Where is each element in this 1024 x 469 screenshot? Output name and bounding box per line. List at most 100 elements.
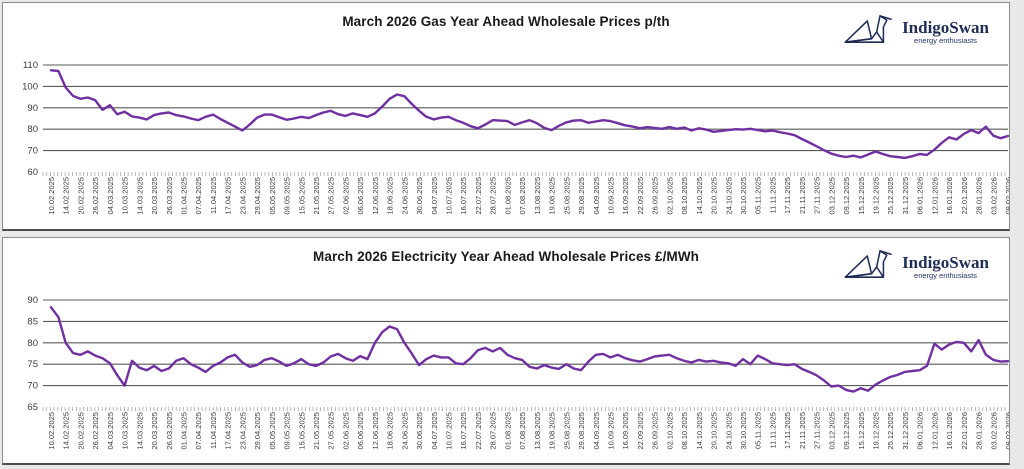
svg-text:02.10.2025: 02.10.2025 <box>665 412 674 450</box>
logo-text-block: IndigoSwan energy enthusiasts <box>902 253 989 281</box>
svg-text:20.10.2025: 20.10.2025 <box>710 177 719 215</box>
svg-text:04.09.2025: 04.09.2025 <box>592 412 601 450</box>
svg-text:04.03.2025: 04.03.2025 <box>106 412 115 450</box>
svg-text:27.11.2025: 27.11.2025 <box>813 177 822 214</box>
svg-text:20.03.2025: 20.03.2025 <box>150 412 159 450</box>
svg-text:28.01.2026: 28.01.2026 <box>975 177 984 215</box>
svg-text:19.12.2025: 19.12.2025 <box>871 177 880 215</box>
origami-swan-icon <box>844 250 892 278</box>
svg-text:08.10.2025: 08.10.2025 <box>680 177 689 215</box>
svg-text:26.02.2025: 26.02.2025 <box>91 177 100 215</box>
origami-swan-icon <box>844 15 892 43</box>
svg-text:30.06.2025: 30.06.2025 <box>415 412 424 450</box>
svg-text:10.09.2025: 10.09.2025 <box>606 177 615 215</box>
svg-text:03.02.2026: 03.02.2026 <box>989 412 998 450</box>
svg-text:17.11.2025: 17.11.2025 <box>783 412 792 449</box>
svg-text:29.08.2025: 29.08.2025 <box>577 412 586 450</box>
svg-text:19.12.2025: 19.12.2025 <box>871 412 880 450</box>
logo-text-block: IndigoSwan energy enthusiasts <box>902 17 989 45</box>
svg-text:27.11.2025: 27.11.2025 <box>813 412 822 449</box>
svg-text:16.09.2025: 16.09.2025 <box>621 412 630 450</box>
svg-text:09.02.2026: 09.02.2026 <box>1004 177 1009 215</box>
svg-text:75: 75 <box>27 359 38 370</box>
svg-text:03.12.2025: 03.12.2025 <box>827 177 836 215</box>
svg-text:15.05.2025: 15.05.2025 <box>297 177 306 215</box>
svg-text:05.05.2025: 05.05.2025 <box>268 177 277 215</box>
svg-text:22.09.2025: 22.09.2025 <box>636 177 645 215</box>
svg-text:85: 85 <box>27 316 38 327</box>
svg-text:08.10.2025: 08.10.2025 <box>680 412 689 450</box>
svg-text:05.11.2025: 05.11.2025 <box>754 412 763 449</box>
svg-text:31.12.2025: 31.12.2025 <box>901 177 910 215</box>
svg-text:29.08.2025: 29.08.2025 <box>577 177 586 215</box>
svg-text:12.06.2025: 12.06.2025 <box>371 412 380 450</box>
svg-text:10.03.2025: 10.03.2025 <box>121 412 130 450</box>
svg-text:80: 80 <box>27 338 38 349</box>
indigoswan-logo: IndigoSwan energy enthusiasts <box>837 241 993 293</box>
svg-text:04.09.2025: 04.09.2025 <box>592 177 601 215</box>
logo-tagline: energy enthusiasts <box>914 271 978 281</box>
svg-text:18.06.2025: 18.06.2025 <box>386 412 395 450</box>
svg-text:26.09.2025: 26.09.2025 <box>651 412 660 450</box>
logo-brand-text: IndigoSwan <box>902 17 989 37</box>
svg-text:20.03.2025: 20.03.2025 <box>150 177 159 215</box>
svg-text:15.12.2025: 15.12.2025 <box>857 412 866 450</box>
svg-text:29.04.2025: 29.04.2025 <box>253 412 262 450</box>
svg-text:01.04.2025: 01.04.2025 <box>180 412 189 450</box>
svg-text:09.02.2026: 09.02.2026 <box>1004 412 1009 450</box>
svg-text:04.03.2025: 04.03.2025 <box>106 177 115 215</box>
svg-text:28.07.2025: 28.07.2025 <box>489 412 498 450</box>
svg-text:24.06.2025: 24.06.2025 <box>400 412 409 450</box>
svg-text:10.02.2025: 10.02.2025 <box>47 177 56 215</box>
svg-text:26.03.2025: 26.03.2025 <box>165 412 174 450</box>
svg-text:26.02.2025: 26.02.2025 <box>91 412 100 450</box>
gas-chart-title: March 2026 Gas Year Ahead Wholesale Pric… <box>342 14 670 29</box>
svg-text:02.06.2025: 02.06.2025 <box>341 412 350 450</box>
svg-text:11.11.2025: 11.11.2025 <box>768 177 777 213</box>
svg-text:11.04.2025: 11.04.2025 <box>209 177 218 214</box>
svg-text:04.07.2025: 04.07.2025 <box>430 177 439 215</box>
svg-text:09.05.2025: 09.05.2025 <box>283 412 292 450</box>
svg-text:26.03.2025: 26.03.2025 <box>165 177 174 215</box>
svg-text:110: 110 <box>23 60 38 71</box>
svg-text:14.03.2025: 14.03.2025 <box>135 177 144 215</box>
svg-text:15.05.2025: 15.05.2025 <box>297 412 306 450</box>
svg-text:14.02.2025: 14.02.2025 <box>62 412 71 450</box>
electricity-chart-title: March 2026 Electricity Year Ahead Wholes… <box>312 249 700 264</box>
svg-text:14.03.2025: 14.03.2025 <box>135 412 144 450</box>
svg-text:01.08.2025: 01.08.2025 <box>503 177 512 215</box>
svg-text:16.07.2025: 16.07.2025 <box>459 177 468 215</box>
svg-text:17.04.2025: 17.04.2025 <box>224 412 233 450</box>
svg-text:23.04.2025: 23.04.2025 <box>238 177 247 215</box>
gas-chart-panel: March 2026 Gas Year Ahead Wholesale Pric… <box>2 2 1010 231</box>
svg-text:25.12.2025: 25.12.2025 <box>886 177 895 215</box>
svg-text:21.05.2025: 21.05.2025 <box>312 177 321 215</box>
svg-text:28.01.2026: 28.01.2026 <box>975 412 984 450</box>
svg-text:05.05.2025: 05.05.2025 <box>268 412 277 450</box>
svg-text:10.02.2025: 10.02.2025 <box>47 412 56 450</box>
svg-text:06.01.2026: 06.01.2026 <box>916 412 925 450</box>
svg-text:90: 90 <box>27 103 38 114</box>
svg-text:16.01.2026: 16.01.2026 <box>945 177 954 215</box>
svg-text:19.08.2025: 19.08.2025 <box>548 412 557 450</box>
svg-text:03.02.2026: 03.02.2026 <box>989 177 998 215</box>
svg-text:02.06.2025: 02.06.2025 <box>341 177 350 215</box>
svg-text:12.01.2026: 12.01.2026 <box>930 177 939 215</box>
svg-text:29.04.2025: 29.04.2025 <box>253 177 262 215</box>
svg-text:90: 90 <box>27 295 38 306</box>
svg-text:31.12.2025: 31.12.2025 <box>901 412 910 450</box>
svg-text:07.08.2025: 07.08.2025 <box>518 177 527 215</box>
svg-text:27.05.2025: 27.05.2025 <box>327 177 336 215</box>
svg-text:09.12.2025: 09.12.2025 <box>842 177 851 215</box>
svg-text:09.12.2025: 09.12.2025 <box>842 412 851 450</box>
svg-text:20.10.2025: 20.10.2025 <box>710 412 719 450</box>
svg-text:80: 80 <box>27 124 38 135</box>
svg-text:07.04.2025: 07.04.2025 <box>194 412 203 450</box>
svg-text:14.10.2025: 14.10.2025 <box>695 412 704 450</box>
svg-text:70: 70 <box>27 146 38 157</box>
svg-text:06.06.2025: 06.06.2025 <box>356 177 365 215</box>
svg-text:15.12.2025: 15.12.2025 <box>857 177 866 215</box>
svg-text:07.08.2025: 07.08.2025 <box>518 412 527 450</box>
svg-text:20.02.2025: 20.02.2025 <box>76 177 85 215</box>
